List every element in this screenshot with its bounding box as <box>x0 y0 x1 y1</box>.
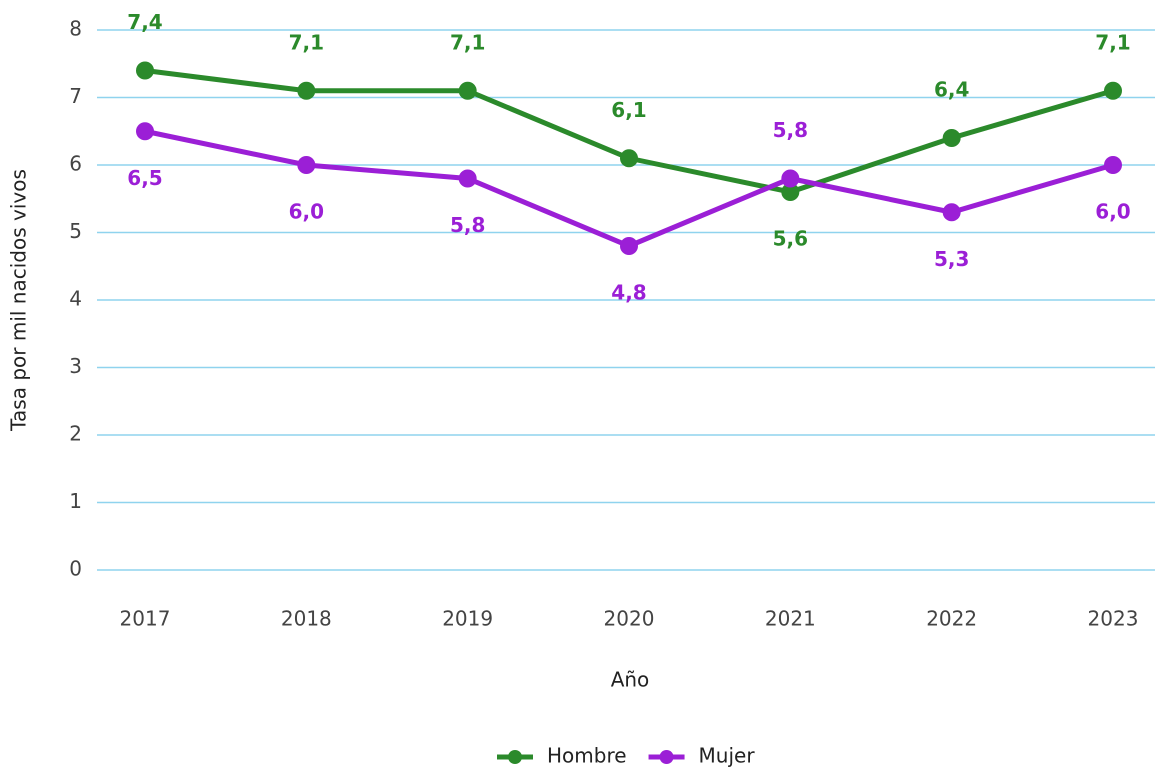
value-label: 5,3 <box>934 247 969 271</box>
point <box>620 237 638 255</box>
x-tick-label: 2021 <box>765 607 816 631</box>
y-tick-label: 0 <box>69 557 82 581</box>
series-line <box>144 128 1114 249</box>
point <box>297 156 316 174</box>
legend-marker <box>508 750 522 764</box>
point <box>1104 81 1122 100</box>
point <box>942 203 961 222</box>
y-tick-label: 1 <box>69 489 82 513</box>
point <box>781 169 800 188</box>
legend-label: Mujer <box>699 744 756 768</box>
value-label: 6,1 <box>611 98 646 122</box>
value-label: 6,0 <box>289 200 324 224</box>
y-tick-label: 4 <box>69 287 82 311</box>
value-label: 4,8 <box>611 281 646 305</box>
y-tick-label: 3 <box>69 354 82 378</box>
value-label: 7,1 <box>289 30 324 54</box>
y-tick-label: 8 <box>69 17 82 41</box>
x-tick-label: 2020 <box>604 607 655 631</box>
y-tick-label: 6 <box>69 152 82 176</box>
legend-label: Hombre <box>547 744 627 768</box>
point <box>458 169 477 188</box>
point <box>1104 156 1122 174</box>
point <box>136 61 154 80</box>
point <box>136 122 154 141</box>
value-label: 5,8 <box>450 213 485 237</box>
point <box>458 81 477 100</box>
x-tick-label: 2018 <box>281 607 332 631</box>
y-tick-label: 7 <box>69 84 82 108</box>
y-axis-label: Tasa por mil nacidos vivos <box>7 169 31 432</box>
value-label: 7,4 <box>127 10 162 34</box>
value-label: 7,1 <box>1095 30 1130 54</box>
point <box>781 183 800 201</box>
value-label: 5,6 <box>773 227 808 251</box>
x-tick-label: 2022 <box>926 607 977 631</box>
value-label: 5,8 <box>773 118 808 142</box>
y-tick-label: 5 <box>69 219 82 243</box>
value-label: 6,0 <box>1095 200 1130 224</box>
legend-marker <box>659 750 674 764</box>
y-tick-label: 2 <box>69 422 82 446</box>
x-tick-label: 2019 <box>442 607 493 631</box>
x-axis-label: Año <box>611 668 650 692</box>
x-tick-label: 2017 <box>120 607 171 631</box>
point <box>620 149 638 168</box>
value-label: 7,1 <box>450 30 485 54</box>
point <box>942 129 961 147</box>
value-label: 6,5 <box>127 166 162 190</box>
value-label: 6,4 <box>934 78 969 102</box>
point <box>297 81 316 100</box>
x-tick-label: 2023 <box>1088 607 1139 631</box>
